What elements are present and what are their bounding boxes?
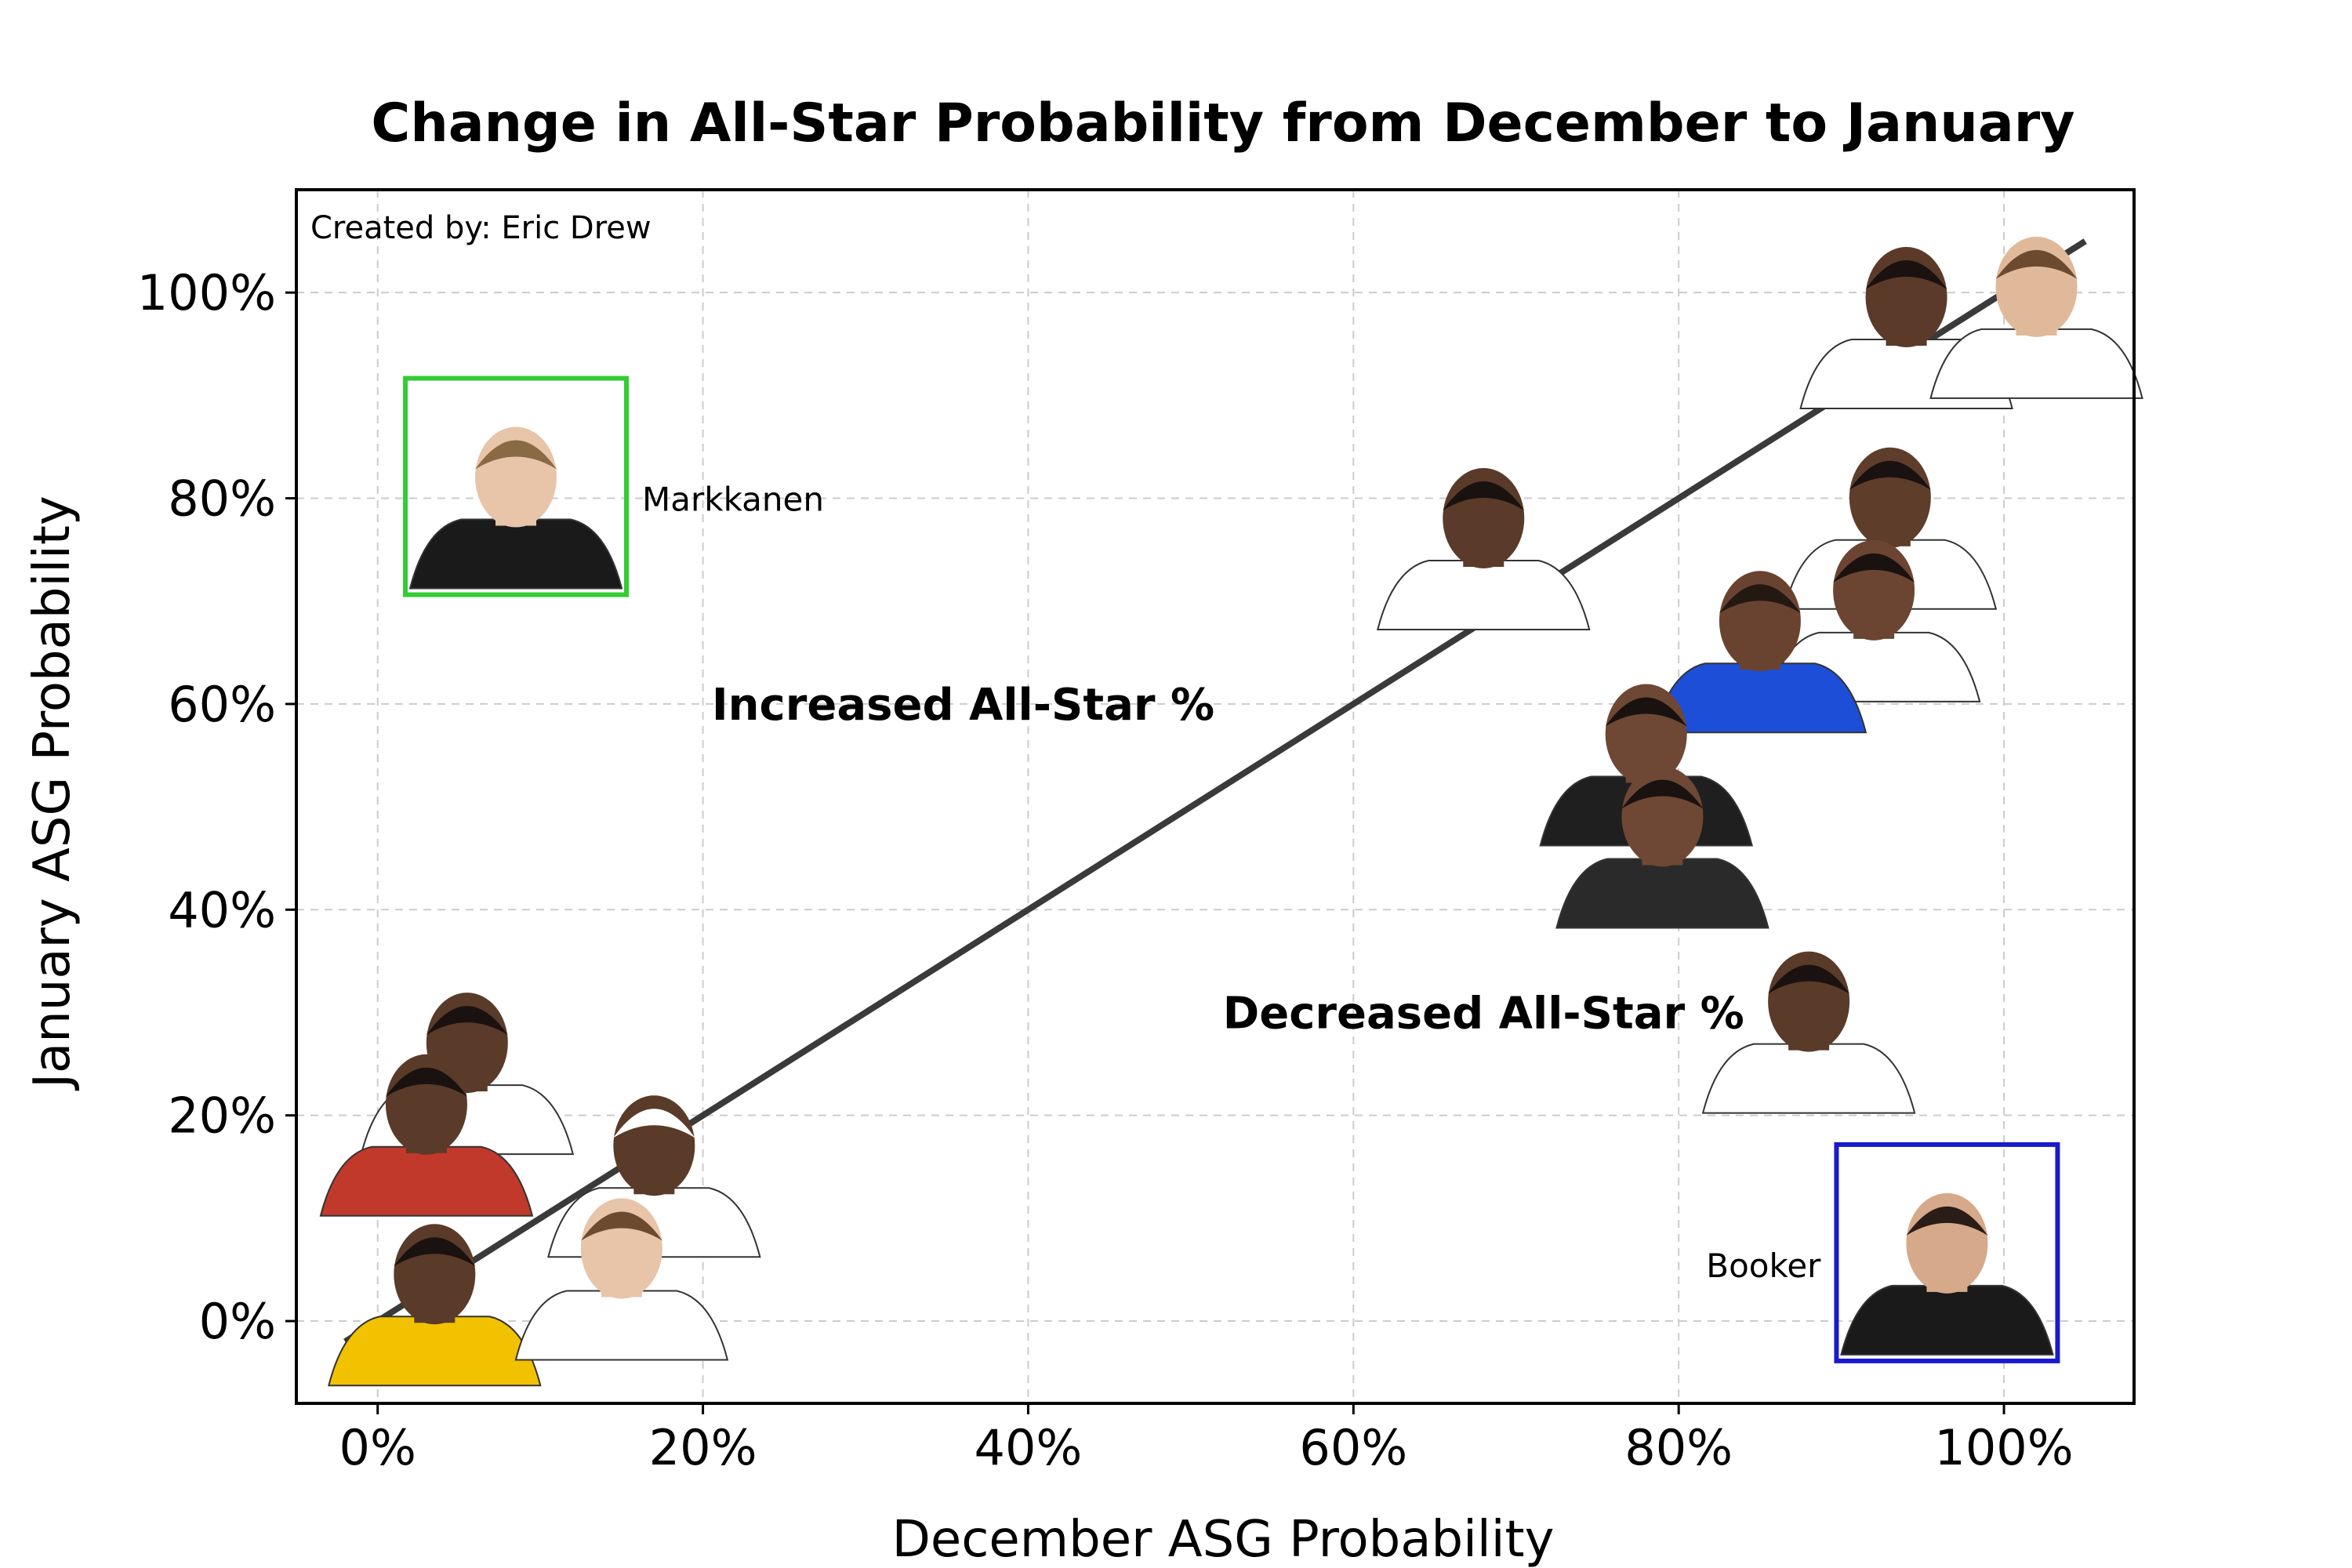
player-point [328, 1224, 542, 1387]
player-label: Markkanen [642, 481, 824, 519]
plot-frame [295, 188, 2136, 1405]
x-tick-label: 80% [1624, 1419, 1733, 1476]
x-tick-label: 20% [649, 1419, 757, 1476]
player-jersey [1555, 858, 1769, 929]
y-tick-label: 20% [168, 1087, 276, 1145]
player-jersey [1653, 662, 1867, 734]
player-hair [1906, 1206, 1988, 1236]
player-hair [1865, 260, 1947, 289]
y-tick-label: 100% [137, 264, 276, 321]
player-point [514, 1198, 729, 1361]
player-label: Booker [1706, 1247, 1821, 1285]
player-hair [394, 1237, 476, 1267]
ticks-layer: 0% 20% 40% 60% 80% 100% 0% 20% 40% 60% 80% 100% [137, 264, 2074, 1476]
x-tick-label: 60% [1299, 1419, 1407, 1476]
player-hair [1719, 584, 1801, 614]
player-hair [1849, 460, 1931, 490]
chart-title: Change in All-Star Probability from Dece… [371, 93, 2074, 154]
player-hair [385, 1067, 467, 1097]
x-tick-label: 0% [339, 1419, 416, 1476]
player-point [403, 376, 630, 597]
player-point [1555, 766, 1769, 929]
x-tick-label: 100% [1934, 1419, 2073, 1476]
player-jersey [1701, 1043, 1916, 1114]
points-layer [319, 236, 2143, 1387]
region-label: Decreased All-Star % [1223, 988, 1744, 1039]
labels-layer: Markkanen Booker Increased All-Star % Decre… [642, 481, 1821, 1285]
y-tick-label: 40% [168, 881, 276, 938]
player-hair [1833, 553, 1915, 583]
y-axis-label: January ASG Probability [24, 495, 82, 1091]
highlight-box [403, 376, 630, 597]
x-tick-label: 40% [975, 1419, 1083, 1476]
player-point [1929, 236, 2143, 399]
player-point [319, 1054, 534, 1217]
player-hair [580, 1211, 662, 1241]
player-hair [426, 1006, 508, 1036]
player-hair [1995, 249, 2078, 279]
player-point [1834, 1142, 2060, 1363]
player-jersey [1840, 1284, 2054, 1356]
player-hair [1621, 779, 1704, 809]
player-hair [475, 440, 557, 470]
player-point [1653, 571, 1867, 734]
player-hair [1605, 697, 1687, 727]
player-jersey [408, 518, 623, 590]
y-tick-label: 0% [199, 1293, 276, 1350]
player-hair [1768, 964, 1850, 994]
player-point [1376, 468, 1591, 631]
player-point [1701, 951, 1916, 1114]
x-axis-label: December ASG Probability [892, 1511, 1555, 1568]
credit-text: Created by: Eric Drew [310, 210, 652, 246]
player-jersey [1376, 560, 1591, 631]
player-jersey [1929, 328, 2143, 399]
y-tick-label: 60% [168, 676, 276, 733]
region-label: Increased All-Star % [712, 680, 1214, 731]
player-jersey [319, 1145, 534, 1217]
highlight-box [1834, 1142, 2060, 1363]
y-tick-label: 80% [168, 470, 276, 528]
player-hair [613, 1109, 695, 1138]
player-jersey [328, 1316, 542, 1387]
player-hair [1443, 481, 1525, 511]
player-jersey [514, 1290, 729, 1361]
